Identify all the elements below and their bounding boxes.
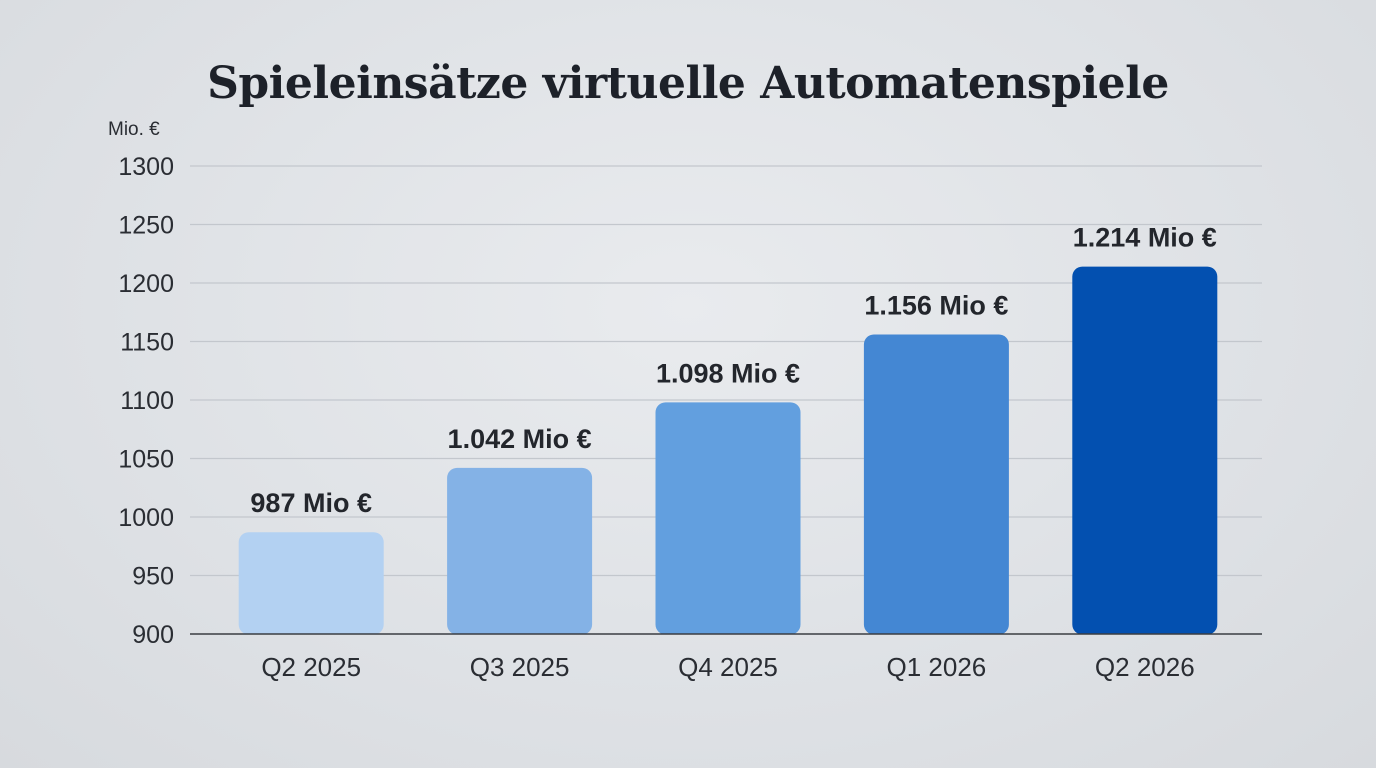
x-tick-label: Q2 2026 <box>1095 652 1195 682</box>
y-tick-label: 1300 <box>118 153 174 181</box>
y-tick-label: 1150 <box>120 329 174 357</box>
x-tick-label: Q1 2026 <box>887 652 987 682</box>
bar <box>447 467 593 635</box>
y-axis-ticks: 1300 1250 1200 1150 1100 1050 1000 950 900 <box>118 153 174 649</box>
chart-title: Spieleinsätze virtuelle Automatenspiele <box>207 58 1169 109</box>
x-tick-label: Q3 2025 <box>470 652 570 682</box>
data-label: 987 Mio € <box>250 488 372 518</box>
data-label: 1.042 Mio € <box>448 424 592 454</box>
y-tick-label: 900 <box>132 621 174 649</box>
bar <box>655 402 801 635</box>
data-label: 1.214 Mio € <box>1073 223 1217 253</box>
y-tick-label: 1250 <box>118 212 174 240</box>
y-axis-unit-label: Mio. € <box>108 119 160 140</box>
bar <box>863 334 1009 635</box>
bar <box>1072 266 1218 635</box>
y-tick-label: 1200 <box>118 270 174 298</box>
value-labels: 987 Mio € 1.042 Mio € 1.098 Mio € 1.156 Mio… <box>250 223 1216 519</box>
data-label: 1.098 Mio € <box>656 358 800 388</box>
y-tick-label: 1100 <box>120 387 174 415</box>
data-label: 1.156 Mio € <box>864 290 1008 320</box>
bars <box>238 266 1218 635</box>
x-axis-categories: Q2 2025 Q3 2025 Q4 2025 Q1 2026 Q2 2026 <box>261 652 1194 682</box>
bar <box>238 532 384 635</box>
y-tick-label: 1000 <box>118 504 174 532</box>
x-tick-label: Q4 2025 <box>678 652 778 682</box>
x-tick-label: Q2 2025 <box>261 652 361 682</box>
y-tick-label: 1050 <box>118 446 174 474</box>
y-tick-label: 950 <box>132 563 174 591</box>
